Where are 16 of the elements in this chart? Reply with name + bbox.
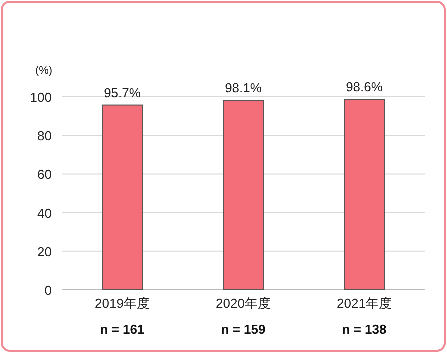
text: 98.1%: [225, 80, 262, 96]
y-tick-label: 0: [44, 283, 52, 298]
y-tick-label: 100: [30, 90, 52, 105]
x-tick-label: 2020年度: [216, 296, 271, 311]
text: n = 161: [100, 322, 145, 337]
y-tick-label: 40: [38, 206, 52, 221]
x-tick-label: 2019年度: [95, 296, 150, 311]
y-tick-label: 20: [38, 244, 52, 260]
y-axis-title: (%): [35, 65, 53, 77]
y-tick-label: 60: [38, 167, 52, 182]
text: 98.6%: [346, 80, 383, 95]
text: n = 159: [221, 322, 266, 337]
x-tick-label: 2021年度: [337, 296, 392, 311]
text: n = 138: [342, 322, 387, 337]
y-tick-label: 80: [38, 128, 52, 144]
text: 95.7%: [104, 85, 141, 100]
